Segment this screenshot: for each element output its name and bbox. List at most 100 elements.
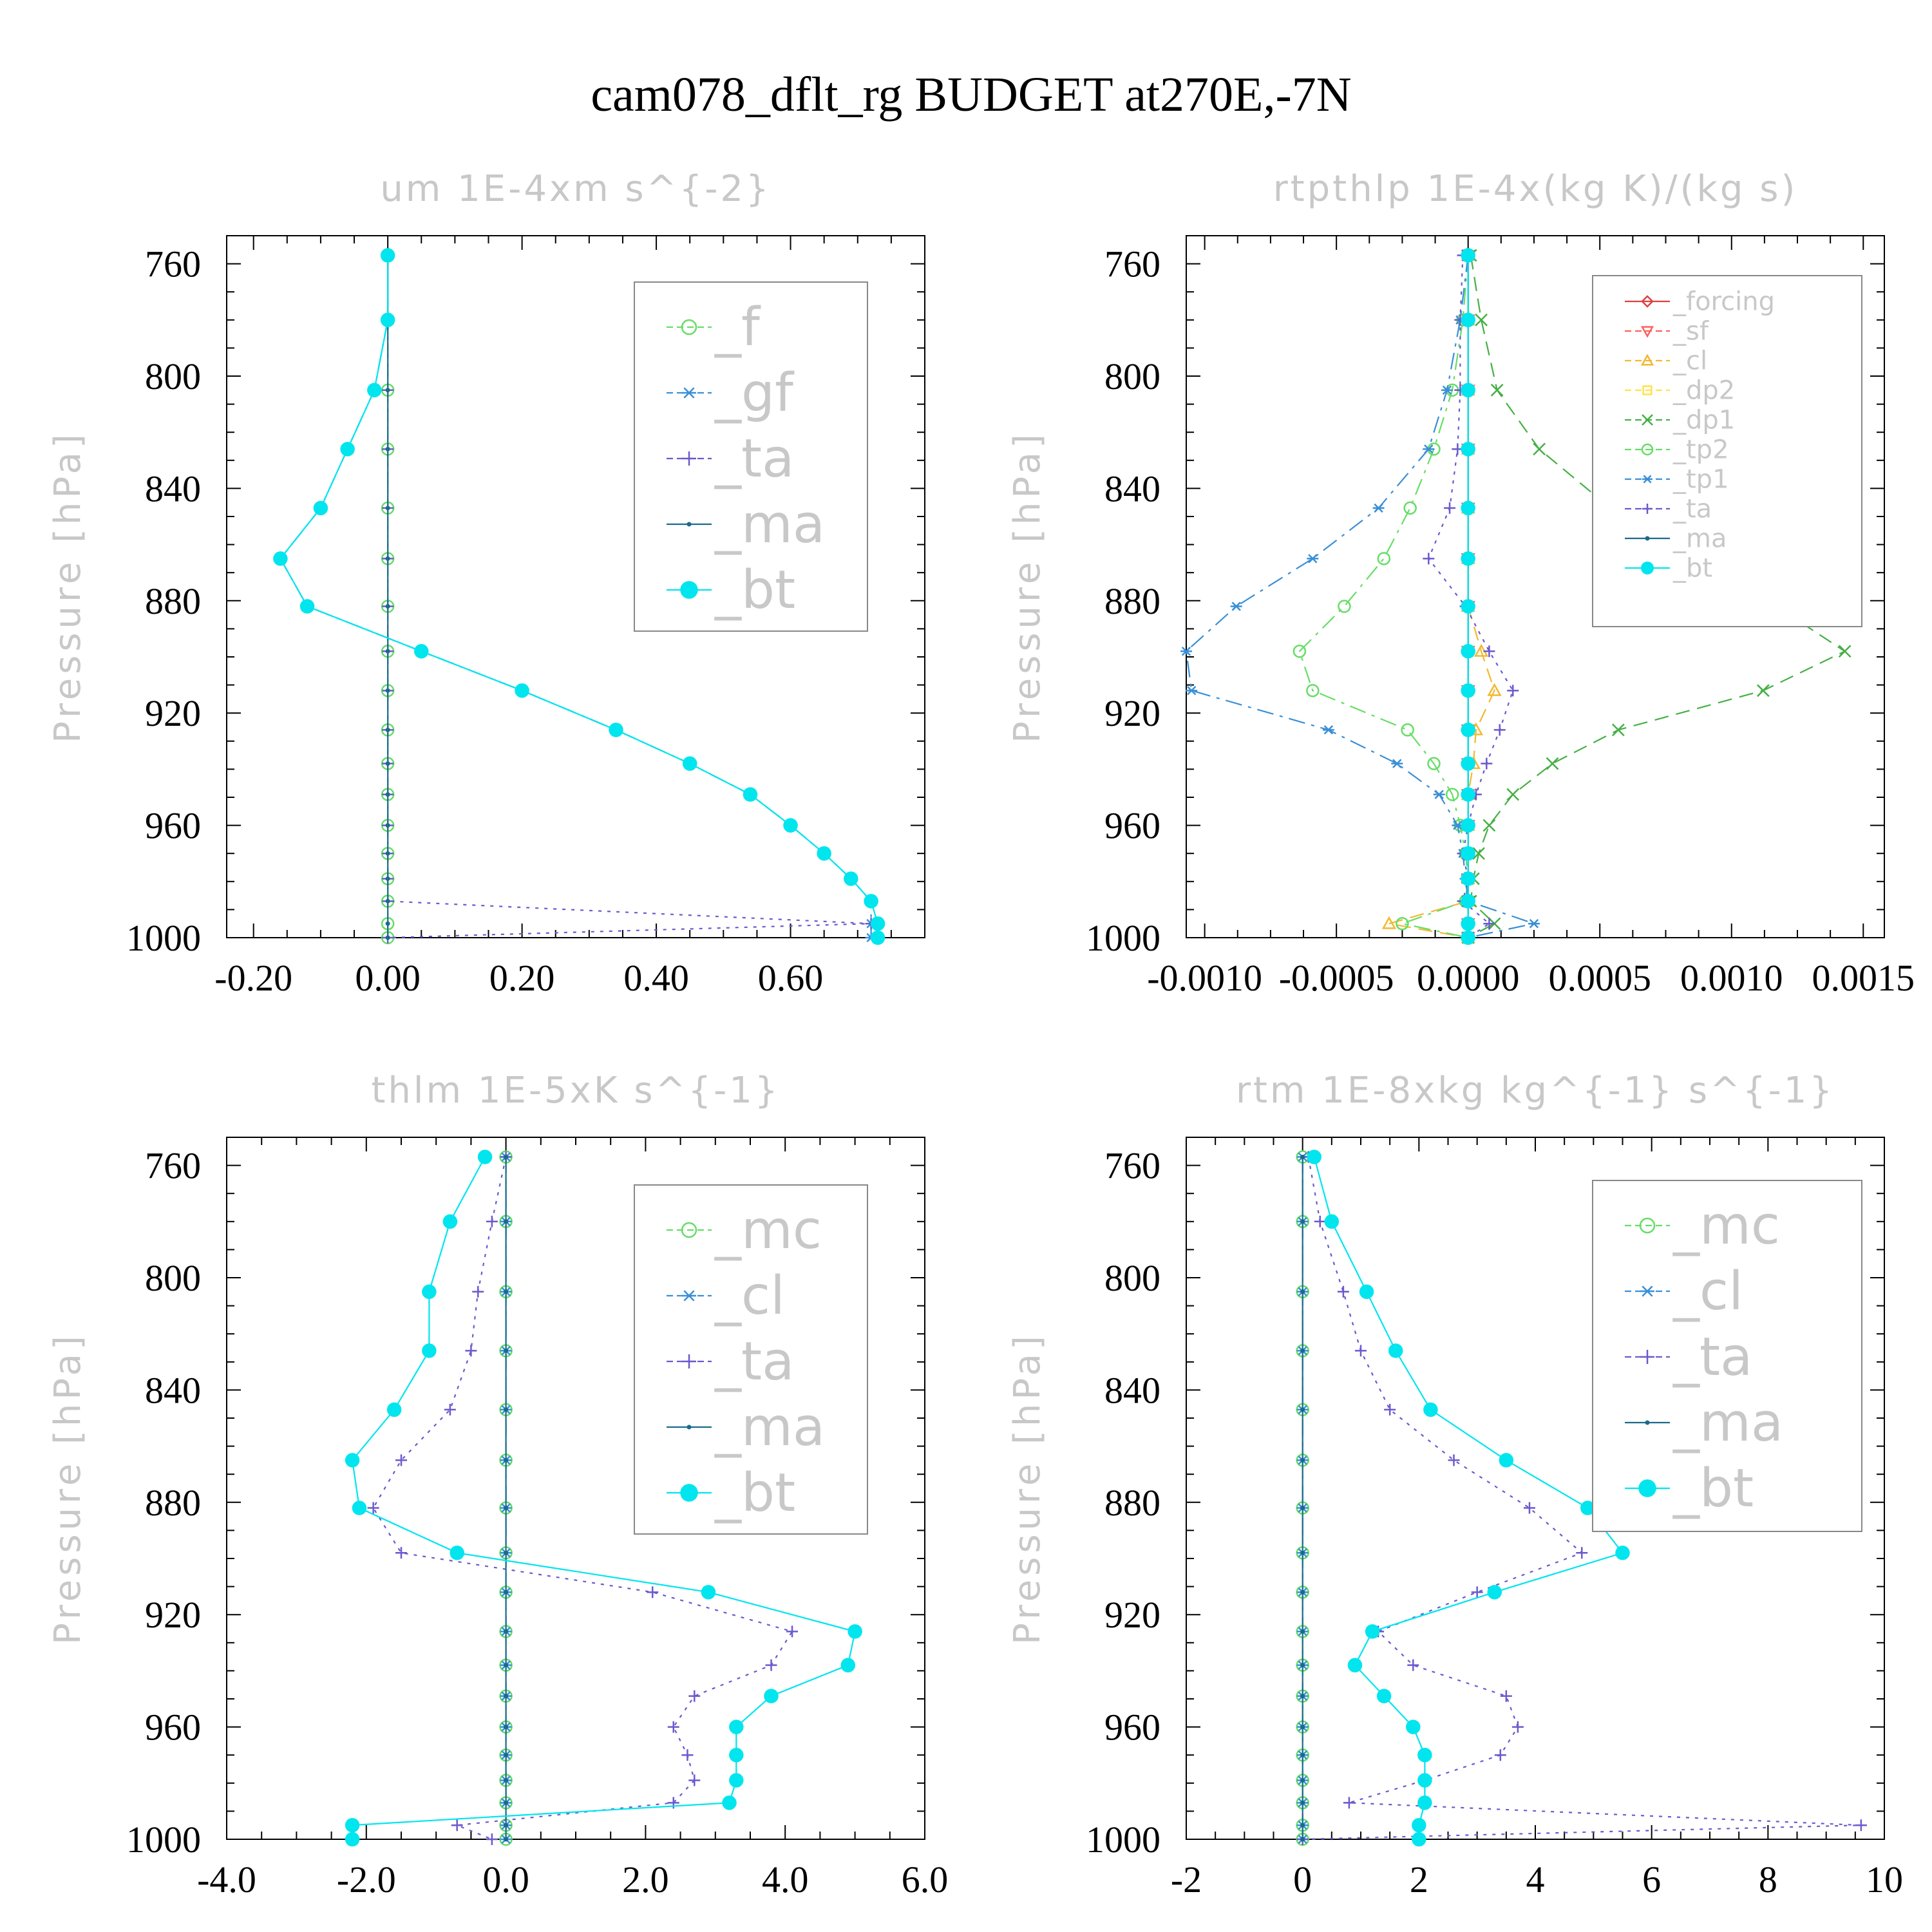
- data-point: [380, 248, 395, 263]
- data-point: [1300, 1629, 1305, 1634]
- series-bt: [1307, 1150, 1630, 1847]
- x-tick-label: 6: [1642, 1859, 1661, 1900]
- x-tick-label: 0.60: [758, 957, 824, 999]
- y-tick-label: 920: [1104, 1594, 1160, 1636]
- data-point: [1493, 724, 1506, 736]
- data-point: [1230, 601, 1242, 611]
- legend-label: _gf: [714, 363, 795, 424]
- series-line: [1302, 1157, 1861, 1841]
- data-point: [504, 1219, 509, 1224]
- data-point: [1359, 1284, 1374, 1300]
- y-tick-label: 800: [145, 1257, 201, 1299]
- data-point: [1499, 1453, 1514, 1468]
- data-point: [1407, 1659, 1419, 1671]
- data-point: [442, 1214, 458, 1229]
- data-point: [1523, 1502, 1535, 1514]
- y-tick-label: 1000: [1086, 917, 1160, 959]
- panel-title: um 1E-4xm s^{-2}: [380, 168, 771, 210]
- data-point: [1471, 1586, 1483, 1598]
- data-point: [765, 1659, 777, 1671]
- data-point: [864, 894, 878, 909]
- data-point: [504, 1155, 509, 1160]
- data-point: [504, 1457, 509, 1463]
- data-point: [1461, 500, 1475, 516]
- data-point: [1337, 1285, 1349, 1298]
- data-point: [1300, 1348, 1305, 1353]
- data-point: [1365, 1624, 1380, 1639]
- data-point: [1461, 787, 1475, 802]
- data-point: [1388, 1343, 1403, 1358]
- data-point: [504, 1550, 509, 1555]
- series-line: [1298, 255, 1469, 939]
- legend-label: _bt: [714, 560, 795, 621]
- legend-marker: [1638, 1479, 1656, 1497]
- data-point: [1322, 725, 1334, 735]
- y-axis-label: Pressure [hPa]: [47, 430, 89, 743]
- legend-marker: [682, 451, 696, 466]
- data-point: [504, 1725, 509, 1730]
- data-point: [1300, 1407, 1305, 1412]
- legend-marker: [1639, 1217, 1656, 1234]
- data-point: [1343, 1797, 1355, 1809]
- data-point: [1186, 686, 1198, 696]
- data-point: [385, 506, 390, 511]
- data-point: [1507, 685, 1519, 697]
- legend-label: _ta: [1672, 1327, 1752, 1388]
- panel-title: thlm 1E-5xK s^{-1}: [371, 1070, 780, 1112]
- data-point: [1461, 723, 1475, 737]
- data-point: [477, 1150, 493, 1164]
- legend-marker: [680, 581, 698, 599]
- data-point: [273, 551, 288, 566]
- data-point: [1307, 554, 1319, 564]
- data-point: [1461, 312, 1475, 328]
- data-point: [345, 1453, 360, 1468]
- data-point: [870, 930, 886, 945]
- legend-marker: [1641, 443, 1654, 456]
- data-point: [1427, 757, 1441, 770]
- data-point: [1461, 644, 1475, 659]
- y-tick-label: 960: [1104, 805, 1160, 847]
- x-tick-label: 0.0: [482, 1859, 529, 1900]
- data-point: [444, 1403, 456, 1416]
- panel-title: rtm 1E-8xkg kg^{-1} s^{-1}: [1236, 1070, 1835, 1112]
- legend: _mc_cl_ta_ma_bt: [634, 1184, 868, 1535]
- legend: _f_gf_ta_ma_bt: [634, 281, 868, 632]
- data-point: [817, 846, 831, 861]
- data-point: [380, 312, 395, 328]
- panels: um 1E-4xm s^{-2}Pressure [hPa]7608008408…: [47, 168, 1915, 1900]
- data-point: [486, 1833, 498, 1845]
- data-point: [1448, 1454, 1460, 1466]
- legend: _mc_cl_ta_ma_bt: [1592, 1180, 1862, 1532]
- data-point: [1381, 916, 1397, 929]
- legend-marker: [682, 1354, 696, 1368]
- data-point: [1461, 930, 1475, 945]
- legend-label: _ta: [714, 428, 794, 489]
- data-point: [1300, 1219, 1305, 1224]
- data-point: [385, 823, 390, 828]
- series-ma: [1300, 1155, 1305, 1842]
- data-point: [743, 787, 758, 802]
- data-point: [1423, 444, 1435, 454]
- data-point: [1461, 756, 1475, 771]
- legend-marker: [1641, 295, 1654, 308]
- y-tick-label: 1000: [126, 1819, 201, 1861]
- data-point: [395, 1454, 407, 1466]
- data-point: [783, 818, 798, 833]
- legend-label: _ma: [714, 1397, 825, 1458]
- legend-label: _mc: [714, 1200, 822, 1261]
- data-point: [1461, 551, 1475, 566]
- legend-marker: [681, 1222, 697, 1238]
- data-point: [1417, 1747, 1432, 1763]
- data-point: [870, 916, 886, 931]
- data-point: [1372, 503, 1385, 513]
- data-point: [786, 1625, 799, 1638]
- data-point: [385, 727, 390, 732]
- legend-label: _tp2: [1672, 435, 1729, 465]
- x-tick-label: 0.00: [355, 957, 421, 999]
- data-point: [1300, 1289, 1305, 1294]
- data-point: [385, 851, 390, 856]
- data-point: [1528, 919, 1540, 929]
- data-point: [385, 388, 390, 393]
- data-point: [1546, 757, 1559, 770]
